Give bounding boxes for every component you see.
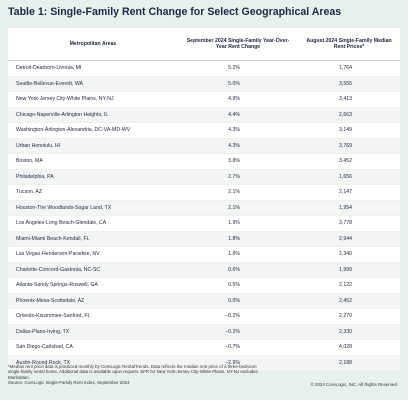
table-cell: 2,944 xyxy=(298,231,400,247)
table-cell: 1,954 xyxy=(298,200,400,216)
table-cell: Atlanta-Sandy Springs-Roswell, GA xyxy=(8,277,178,294)
table-cell: 3.8% xyxy=(178,153,298,170)
table-row: Philadelphia, PA 2.7% 1,656 xyxy=(8,169,400,185)
column-header: September 2024 Single-Family Year-Over-Y… xyxy=(178,28,298,61)
table-body: Detroit-Dearborn-Livonia, MI 5.2% 1,764 Sea… xyxy=(8,60,400,371)
table-cell: Las Vegas-Henderson-Paradise, NV xyxy=(8,246,178,263)
table-row: Orlando-Kissimmee-Sanford, FL −0.2% 2,270 xyxy=(8,308,400,325)
table-cell: Phoenix-Mesa-Scottsdale, AZ xyxy=(8,293,178,309)
table-cell: 0.0% xyxy=(178,293,298,309)
table-cell: Dallas-Plano-Irving, TX xyxy=(8,324,178,340)
table-cell: Chicago-Naperville-Arlington Heights, IL xyxy=(8,107,178,123)
table-cell: 1,764 xyxy=(298,60,400,77)
table-cell: 4.3% xyxy=(178,138,298,154)
table-row: Tucson, AZ 2.1% 2,147 xyxy=(8,184,400,201)
table-cell: 2,452 xyxy=(298,293,400,309)
table-cell: −0.2% xyxy=(178,308,298,325)
table-cell: 0.6% xyxy=(178,262,298,278)
table-cell: Urban Honolulu, HI xyxy=(8,138,178,154)
table-cell: 1.9% xyxy=(178,215,298,232)
table-cell: Seattle-Bellevue-Everett, WA xyxy=(8,76,178,92)
table-cell: 1.8% xyxy=(178,231,298,247)
table-cell: Austin-Round Rock, TX xyxy=(8,355,178,371)
table-cell: 3,769 xyxy=(298,138,400,154)
column-header: Metropolitan Areas xyxy=(8,28,178,61)
table-cell: 1.8% xyxy=(178,246,298,263)
table-cell: San Diego-Carlsbad, CA xyxy=(8,339,178,356)
table-cell: 2,122 xyxy=(298,277,400,294)
table-cell: Los Angeles-Long Beach-Glendale, CA xyxy=(8,215,178,232)
table-row: Seattle-Bellevue-Everett, WA 5.0% 3,555 xyxy=(8,76,400,92)
table-cell: 3,452 xyxy=(298,153,400,170)
table-cell: Tucson, AZ xyxy=(8,184,178,201)
table-cell: Orlando-Kissimmee-Sanford, FL xyxy=(8,308,178,325)
table-cell: 2,330 xyxy=(298,324,400,340)
table-cell: New York-Jersey City-White Plains, NY-NJ xyxy=(8,91,178,108)
table-cell: 4.9% xyxy=(178,91,298,108)
table-cell: 5.0% xyxy=(178,76,298,92)
copyright: © 2024 CoreLogic, INC. All Rights Reserv… xyxy=(310,382,398,387)
table-row: San Diego-Carlsbad, CA −0.7% 4,028 xyxy=(8,339,400,356)
table-cell: 0.5% xyxy=(178,277,298,294)
table-cell: Detroit-Dearborn-Livonia, MI xyxy=(8,60,178,77)
table-cell: 2,147 xyxy=(298,184,400,201)
table-cell: Houston-The Woodlands-Sugar Land, TX xyxy=(8,200,178,216)
table-cell: Philadelphia, PA xyxy=(8,169,178,185)
source: Source: CoreLogic Single-Family Rent Ind… xyxy=(8,380,130,386)
table-row: Houston-The Woodlands-Sugar Land, TX 2.1%… xyxy=(8,200,400,216)
table-cell: 2.1% xyxy=(178,200,298,216)
table-row: Miami-Miami Beach-Kendall, FL 1.8% 2,944 xyxy=(8,231,400,247)
table-row: Phoenix-Mesa-Scottsdale, AZ 0.0% 2,452 xyxy=(8,293,400,309)
table-cell: 4.4% xyxy=(178,107,298,123)
table-cell: −0.7% xyxy=(178,339,298,356)
column-header: August 2024 Single-Family Median Rent Pr… xyxy=(298,28,400,61)
table-row: Dallas-Plano-Irving, TX −0.2% 2,330 xyxy=(8,324,400,340)
table-row: Los Angeles-Long Beach-Glendale, CA 1.9% 3… xyxy=(8,215,400,232)
table-cell: Washington-Arlington-Alexandria, DC-VA-M… xyxy=(8,122,178,139)
table-cell: −0.2% xyxy=(178,324,298,340)
table-row: Austin-Round Rock, TX −2.9% 2,188 xyxy=(8,355,400,371)
rent-table: Metropolitan Areas September 2024 Single-… xyxy=(8,28,400,371)
table-cell: 4.3% xyxy=(178,122,298,139)
table-row: New York-Jersey City-White Plains, NY-NJ… xyxy=(8,91,400,108)
table-cell: 3,778 xyxy=(298,215,400,232)
table-cell: 2,270 xyxy=(298,308,400,325)
title: Table 1: Single-Family Rent Change for S… xyxy=(8,6,342,18)
table-cell: 5.2% xyxy=(178,60,298,77)
header-row: Metropolitan Areas September 2024 Single-… xyxy=(8,28,400,61)
table-cell: 3,413 xyxy=(298,91,400,108)
table-cell: 2,663 xyxy=(298,107,400,123)
table-row: Washington-Arlington-Alexandria, DC-VA-M… xyxy=(8,122,400,139)
table-cell: Charlotte-Concord-Gastonia, NC-SC xyxy=(8,262,178,278)
table-row: Detroit-Dearborn-Livonia, MI 5.2% 1,764 xyxy=(8,60,400,77)
table-row: Chicago-Naperville-Arlington Heights, IL… xyxy=(8,107,400,123)
table-cell: 2,340 xyxy=(298,246,400,263)
table-container: Metropolitan Areas September 2024 Single-… xyxy=(8,28,400,371)
table-row: Charlotte-Concord-Gastonia, NC-SC 0.6% 1,9… xyxy=(8,262,400,278)
table-cell: −2.9% xyxy=(178,355,298,371)
table-cell: 1,656 xyxy=(298,169,400,185)
table-cell: 2.7% xyxy=(178,169,298,185)
table-cell: 2.1% xyxy=(178,184,298,201)
footnote-text: *Median rent price data is produced mont… xyxy=(8,364,258,380)
table-row: Urban Honolulu, HI 4.3% 3,769 xyxy=(8,138,400,154)
table-cell: 3,149 xyxy=(298,122,400,139)
table-row: Boston, MA 3.8% 3,452 xyxy=(8,153,400,170)
footnote: *Median rent price data is produced mont… xyxy=(8,364,258,386)
table-cell: Boston, MA xyxy=(8,153,178,170)
table-row: Las Vegas-Henderson-Paradise, NV 1.8% 2,34… xyxy=(8,246,400,263)
table-cell: 2,188 xyxy=(298,355,400,371)
table-cell: Miami-Miami Beach-Kendall, FL xyxy=(8,231,178,247)
table-cell: 3,555 xyxy=(298,76,400,92)
table-cell: 1,999 xyxy=(298,262,400,278)
table-cell: 4,028 xyxy=(298,339,400,356)
table-row: Atlanta-Sandy Springs-Roswell, GA 0.5% 2,1… xyxy=(8,277,400,294)
